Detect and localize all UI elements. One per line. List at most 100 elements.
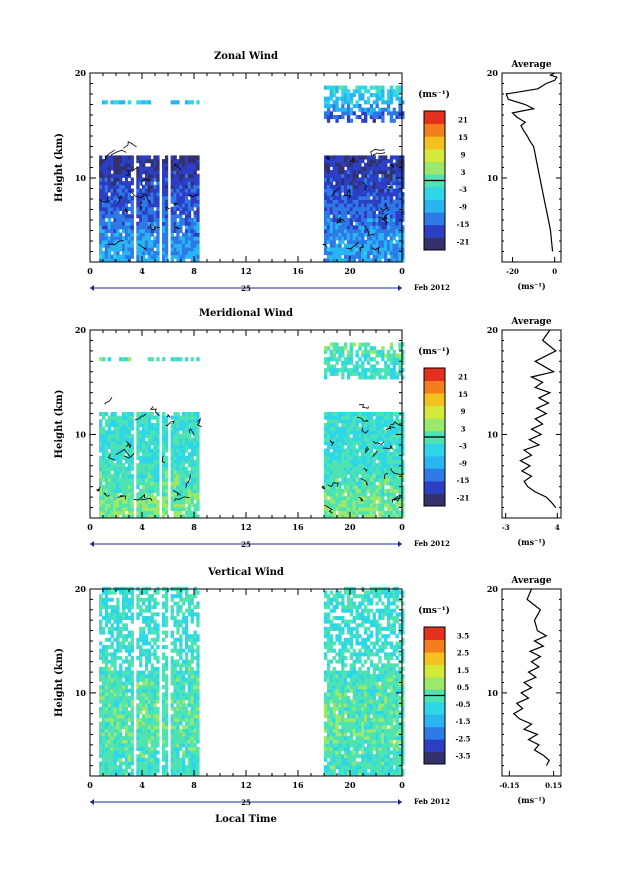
heatmap-cell [162, 412, 166, 417]
heatmap-cell [179, 251, 183, 256]
heatmap-cell [116, 181, 120, 186]
heatmap-cell [184, 357, 189, 362]
heatmap-cell [193, 474, 197, 479]
heatmap-cell [136, 221, 140, 226]
heatmap-cell [116, 648, 120, 653]
heatmap-cell [332, 426, 336, 431]
heatmap-cell [116, 677, 120, 682]
heatmap-cell [173, 455, 177, 460]
heatmap-cell [164, 488, 169, 493]
heatmap-cell [344, 247, 348, 252]
heatmap-cell [162, 162, 166, 167]
heatmap-cell [190, 415, 194, 420]
heatmap-cell [113, 173, 117, 178]
heatmap-cell [179, 477, 183, 482]
heatmap-cell [113, 696, 117, 700]
heatmap-cell [389, 470, 394, 475]
heatmap-cell [124, 206, 129, 211]
heatmap-cell [170, 492, 174, 497]
heatmap-cell [179, 503, 183, 508]
heatmap-cell [369, 415, 374, 420]
heatmap-cell [401, 203, 405, 208]
heatmap-cell [392, 514, 396, 519]
heatmap-cell [104, 477, 109, 482]
heatmap-cell [355, 162, 359, 167]
heatmap-cell [104, 768, 109, 773]
heatmap-cell [190, 100, 194, 105]
heatmap-cell [352, 247, 356, 252]
contour-line [115, 448, 131, 457]
heatmap-cell [170, 159, 174, 164]
heatmap-cell [116, 641, 120, 646]
heatmap-cell [366, 423, 371, 428]
heatmap-cell [164, 437, 169, 442]
heatmap-cell [127, 634, 131, 639]
heatmap-cell [113, 177, 117, 182]
heatmap-cell [139, 637, 143, 642]
heatmap-cell [104, 750, 109, 755]
heatmap-cell [375, 188, 379, 193]
colorbar-segment [424, 443, 445, 457]
heatmap-cell [153, 254, 157, 259]
heatmap-cell [107, 433, 111, 438]
heatmap-cell [147, 466, 151, 471]
heatmap-cell [355, 206, 359, 211]
heatmap-cell [401, 426, 405, 431]
heatmap-cell [144, 243, 149, 248]
heatmap-cell [389, 170, 394, 175]
heatmap-cell [99, 228, 103, 233]
heatmap-cell [182, 455, 186, 460]
heatmap-cell [389, 412, 394, 417]
heatmap-cell [122, 159, 126, 164]
heatmap-cell [176, 448, 180, 453]
heatmap-cell [164, 459, 169, 464]
heatmap-cell [346, 232, 351, 237]
heatmap-cell [144, 499, 149, 504]
heatmap-cell [346, 419, 351, 424]
heatmap-cell [352, 177, 356, 182]
heatmap-cell [130, 685, 134, 690]
heatmap-cell [392, 217, 396, 222]
heatmap-cell [173, 225, 177, 230]
heatmap-cell [116, 217, 120, 222]
heatmap-cell [375, 503, 379, 508]
heatmap-cell [366, 111, 371, 116]
heatmap-cell [196, 452, 200, 457]
heatmap-cell [378, 247, 382, 252]
heatmap-cell [130, 217, 134, 222]
heatmap-cell [144, 488, 149, 493]
heatmap-cell [369, 426, 374, 431]
heatmap-cell [378, 251, 382, 256]
heatmap-cell [326, 507, 331, 512]
heatmap-cell [150, 703, 154, 708]
heatmap-cell [142, 217, 146, 222]
heatmap-cell [150, 481, 154, 486]
heatmap-cell [401, 430, 405, 435]
heatmap-cell [102, 217, 106, 222]
heatmap-cell [349, 349, 353, 354]
heatmap-cell [378, 437, 382, 442]
heatmap-cell [164, 433, 169, 438]
heatmap-cell [375, 415, 379, 420]
heatmap-cell [338, 510, 342, 515]
heatmap-cell [372, 188, 376, 193]
heatmap-cell [176, 192, 180, 197]
heatmap-cell [130, 236, 134, 241]
heatmap-cell [156, 656, 160, 660]
heatmap-cell [179, 459, 183, 464]
heatmap-cell [153, 626, 157, 631]
heatmap-cell [136, 601, 140, 606]
heatmap-cell [398, 342, 402, 347]
heatmap-cell [358, 232, 362, 237]
heatmap-cell [349, 448, 353, 453]
heatmap-cell [326, 214, 331, 219]
heatmap-cell [184, 210, 189, 215]
heatmap-cell [153, 214, 157, 219]
heatmap-cell [173, 433, 177, 438]
heatmap-cell [329, 162, 333, 167]
heatmap-cell [142, 637, 146, 642]
heatmap-cell [349, 415, 353, 420]
heatmap-cell [190, 485, 194, 490]
heatmap-cell [122, 594, 126, 599]
heatmap-cell [110, 739, 114, 744]
